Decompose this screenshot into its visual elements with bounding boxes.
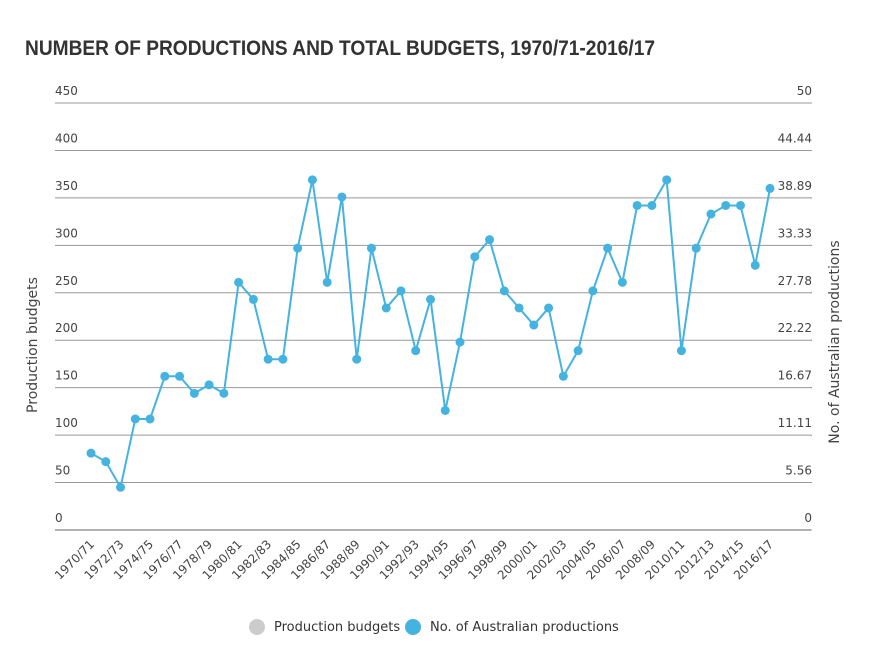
data-point	[647, 200, 657, 210]
y-axis-title: Production budgets	[25, 277, 41, 413]
legend-marker	[249, 619, 265, 635]
y2-tick-label: 0	[804, 511, 812, 525]
data-point	[617, 277, 627, 287]
data-point	[558, 371, 568, 381]
chart-title: NUMBER OF PRODUCTIONS AND TOTAL BUDGETS,…	[25, 37, 655, 60]
data-point	[603, 243, 613, 253]
data-point	[175, 371, 185, 381]
y2-tick-label: 27.78	[778, 274, 812, 288]
y-tick-label: 300	[55, 226, 78, 240]
y-tick-label: 200	[55, 321, 78, 335]
y2-tick-label: 11.11	[778, 416, 812, 430]
data-point	[263, 354, 273, 364]
data-point	[514, 303, 524, 313]
data-point	[234, 277, 244, 287]
data-point	[352, 354, 362, 364]
data-point	[588, 286, 598, 296]
data-point	[676, 346, 686, 356]
y-tick-label: 400	[55, 131, 78, 145]
data-point	[440, 405, 450, 415]
y2-tick-label: 5.56	[785, 464, 812, 478]
data-point	[278, 354, 288, 364]
data-point	[632, 200, 642, 210]
data-point	[293, 243, 303, 253]
data-point	[145, 414, 155, 424]
data-point	[721, 200, 731, 210]
data-point	[101, 457, 111, 467]
y-tick-label: 50	[55, 464, 70, 478]
data-point	[426, 294, 435, 304]
y-tick-label: 0	[55, 511, 63, 525]
y-tick-label: 250	[55, 274, 78, 288]
y-tick-label: 100	[55, 416, 78, 430]
data-point	[662, 175, 672, 185]
y2-tick-label: 16.67	[778, 369, 812, 383]
data-point	[485, 235, 495, 245]
data-point	[750, 260, 760, 270]
data-point	[573, 346, 583, 356]
data-point	[544, 303, 554, 313]
data-point	[396, 286, 406, 296]
data-point	[499, 286, 509, 296]
data-point	[219, 388, 229, 398]
y2-tick-label: 33.33	[778, 226, 812, 240]
series-line	[90, 176, 771, 491]
legend-label: No. of Australian productions	[430, 620, 619, 635]
data-point	[455, 337, 465, 347]
y2-tick-label: 50	[797, 84, 812, 98]
data-point	[366, 243, 376, 253]
data-point	[735, 200, 745, 210]
data-point	[337, 192, 347, 202]
y-tick-label: 150	[55, 369, 78, 383]
data-point	[529, 320, 539, 330]
data-point	[307, 175, 317, 185]
data-point	[765, 183, 775, 193]
legend-marker	[405, 619, 421, 635]
data-point	[189, 388, 199, 398]
y2-tick-label: 22.22	[778, 321, 812, 335]
y2-axis-title: No. of Australian productions	[827, 240, 843, 443]
data-point	[160, 371, 170, 381]
y-tick-label: 450	[55, 84, 78, 98]
data-point	[706, 209, 716, 219]
data-point	[691, 243, 701, 253]
data-point	[86, 448, 96, 458]
y2-tick-label: 44.44	[778, 131, 812, 145]
y-tick-label: 350	[55, 179, 78, 193]
data-point	[411, 346, 421, 356]
data-point	[204, 380, 214, 390]
data-point	[130, 414, 140, 424]
data-point	[248, 294, 258, 304]
y2-tick-label: 38.89	[778, 179, 812, 193]
data-point	[381, 303, 391, 313]
data-point	[322, 277, 332, 287]
legend-label: Production budgets	[274, 620, 400, 635]
data-point	[470, 252, 480, 262]
data-point	[116, 482, 126, 492]
